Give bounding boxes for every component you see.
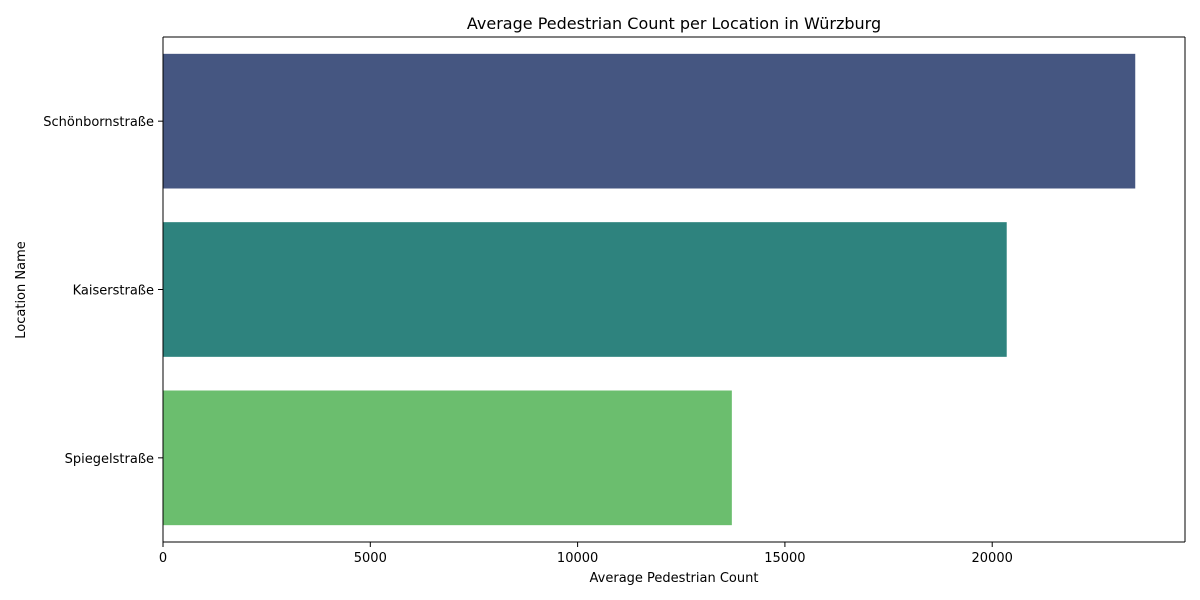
x-tick-label: 10000 [557, 551, 598, 566]
x-tick-label: 15000 [764, 551, 805, 566]
bar-1 [163, 222, 1007, 357]
y-axis-label: Location Name [14, 241, 29, 338]
y-tick-label: Schönbornstraße [43, 115, 154, 130]
y-tick-label: Spiegelstraße [65, 452, 154, 467]
bar-0 [163, 53, 1136, 189]
bar-2 [163, 390, 732, 526]
x-axis-ticks: 0 5000 10000 15000 20000 [159, 542, 1013, 566]
x-axis-label: Average Pedestrian Count [590, 571, 759, 586]
x-tick-label: 20000 [972, 551, 1013, 566]
y-axis-ticks: Schönbornstraße Kaiserstraße Spiegelstraße [43, 115, 163, 467]
x-tick-label: 5000 [354, 551, 387, 566]
bars-group [163, 53, 1136, 526]
chart-title: Average Pedestrian Count per Location in… [467, 14, 881, 33]
y-tick-label: Kaiserstraße [73, 284, 154, 299]
x-tick-label: 0 [159, 551, 167, 566]
